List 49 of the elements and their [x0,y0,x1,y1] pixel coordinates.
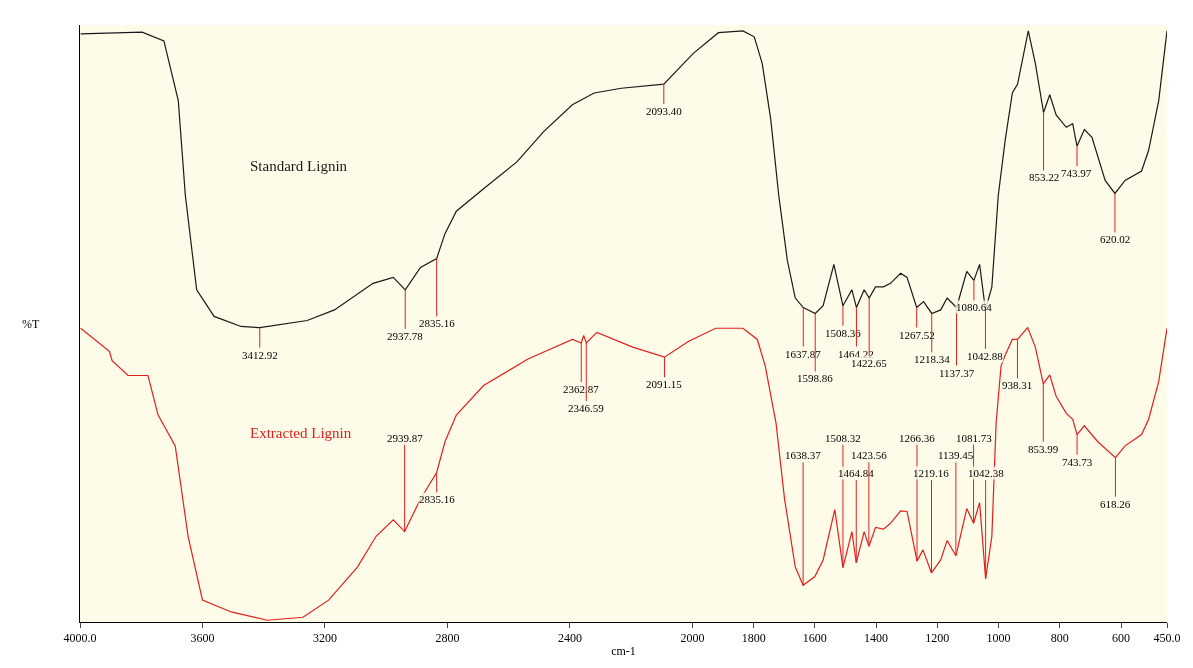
annotation: 2835.16 [419,317,456,329]
x-tick-label: 2800 [435,631,460,646]
annotation: 1508.32 [825,432,861,444]
x-tick-label: 800 [1050,631,1069,646]
x-tick-label: 2000 [680,631,705,646]
annotation: 618.26 [1100,498,1131,510]
annotation: 2937.78 [387,330,424,342]
annotation: 853.22 [1029,171,1060,183]
annotation: 1080.64 [956,301,993,313]
text: Standard Lignin [250,158,348,174]
y-axis-title: %T [22,317,40,331]
annotation: 1042.38 [968,467,1005,479]
annotation: 1137.37 [939,367,975,379]
annotation: 1638.37 [785,449,822,461]
x-tick-label: 1800 [741,631,766,646]
annotation: 1139.45 [938,449,974,461]
x-tick-label: 3600 [190,631,215,646]
annotation: 620.02 [1100,233,1131,245]
x-tick-label: 1200 [925,631,950,646]
annotation: 1423.56 [851,449,888,461]
x-tick-label: 600 [1112,631,1131,646]
x-tick-label: 4000.0 [63,631,97,646]
annotation: 938.31 [1002,379,1033,391]
annotation: 2346.59 [568,402,605,414]
x-tick-label: 3200 [312,631,337,646]
text: Extracted Lignin [250,425,352,441]
annotation: 743.97 [1061,167,1092,179]
annotation: 743.73 [1062,456,1093,468]
x-axis-title: cm-1 [611,644,636,659]
annotation: 2939.87 [387,432,424,444]
annotation: 2091.15 [646,378,683,390]
x-tick-label: 1000 [986,631,1011,646]
annotation: 1422.65 [851,357,888,369]
annotation: 1218.34 [914,353,951,365]
annotation: 853.99 [1028,443,1059,455]
annotation: 3412.92 [242,349,278,361]
x-tick-label: 1600 [802,631,827,646]
annotation: 1464.22 [838,348,874,360]
annotation: 2093.40 [646,105,683,117]
annotation: 1598.86 [797,372,834,384]
annotation: 1219.16 [913,467,950,479]
annotation: 1081.73 [956,432,993,444]
x-tick-label: 1400 [864,631,889,646]
annotation: 1266.36 [899,432,936,444]
x-tick-label: 2400 [557,631,582,646]
x-tick-label: 450.0 [1153,631,1181,646]
annotation: 1042.88 [967,350,1004,362]
annotation: 1464.84 [838,467,875,479]
annotation: 2835.16 [419,493,456,505]
